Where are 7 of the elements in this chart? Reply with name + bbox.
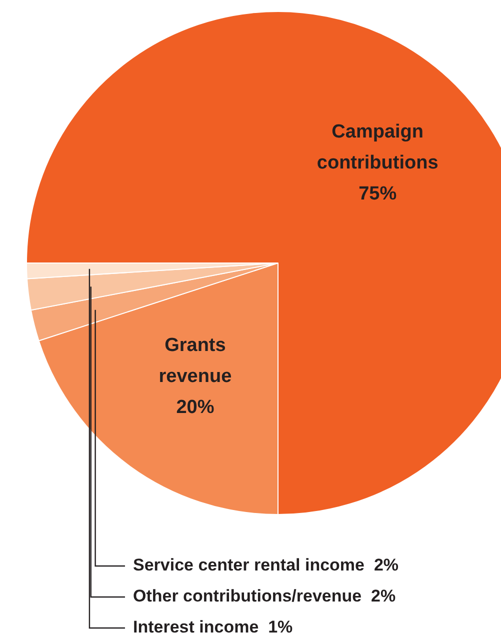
slice-label: Campaign contributions xyxy=(316,122,438,174)
slice-label: Interest income 1% xyxy=(133,618,293,637)
slice-label: Grants revenue xyxy=(158,335,232,388)
data-label: 75% xyxy=(358,184,397,205)
slice-label: Service center rental income 2% xyxy=(133,556,399,575)
slice-label: Other contributions/revenue 2% xyxy=(133,586,396,606)
data-label: 20% xyxy=(176,397,214,418)
